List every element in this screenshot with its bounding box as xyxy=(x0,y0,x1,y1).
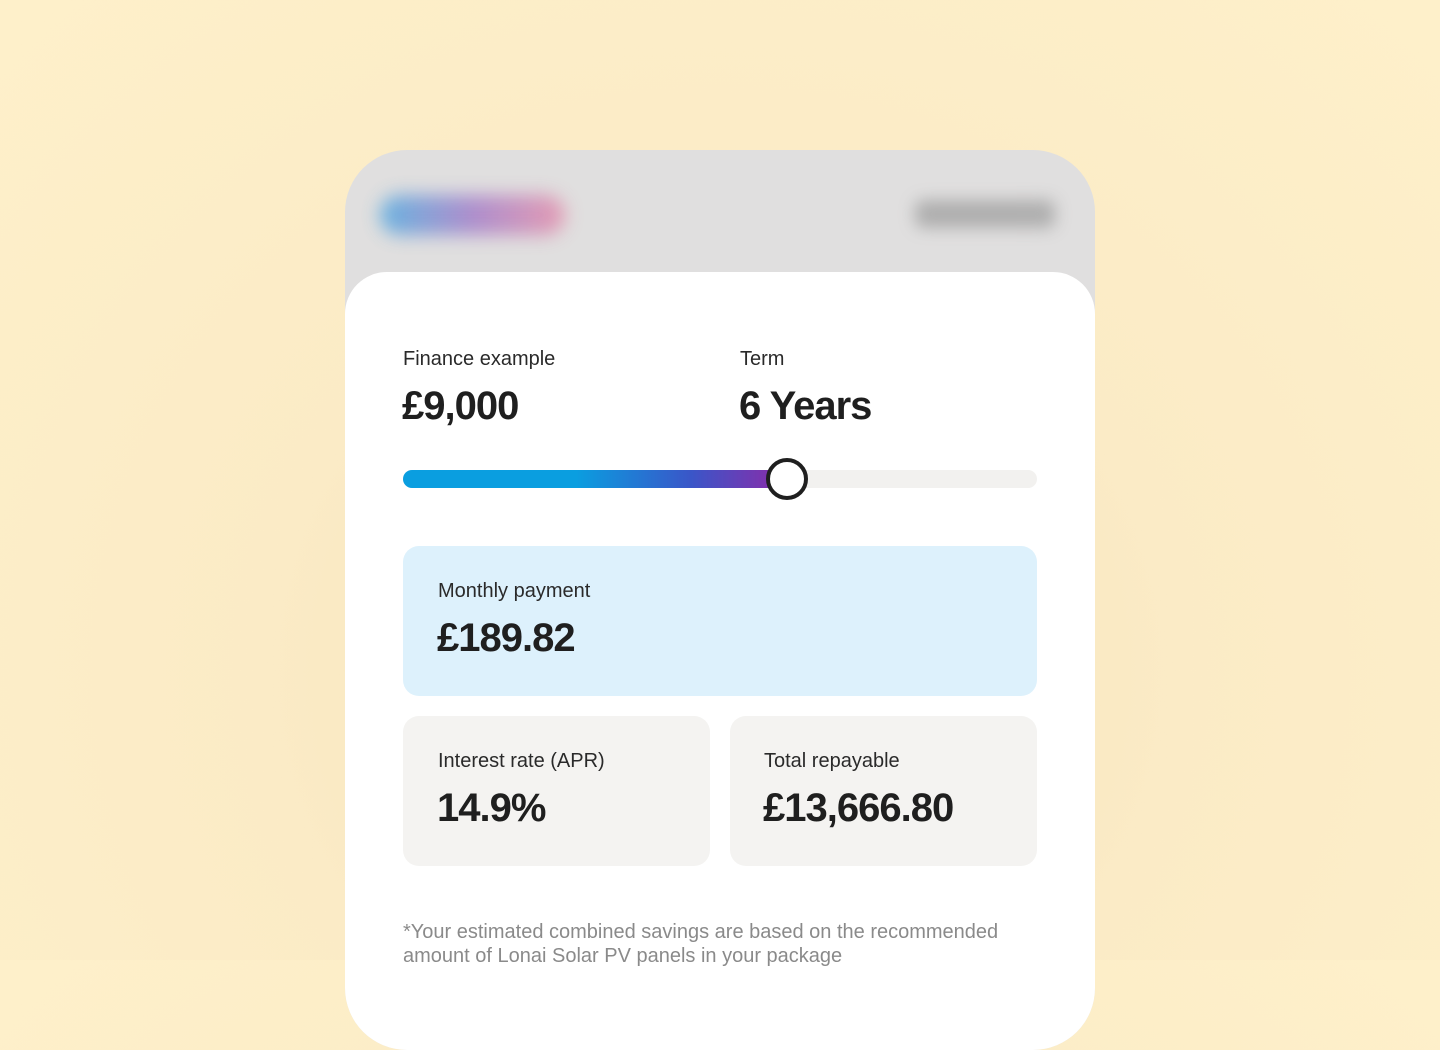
interest-label: Interest rate (APR) xyxy=(438,750,605,772)
term-value: 6 Years xyxy=(739,384,872,428)
monthly-value: £189.82 xyxy=(437,616,576,660)
interest-box: Interest rate (APR) 14.9% xyxy=(403,716,710,866)
slider-track[interactable] xyxy=(403,470,1037,488)
total-value: £13,666.80 xyxy=(763,786,954,830)
interest-value: 14.9% xyxy=(437,786,546,830)
total-box: Total repayable £13,666.80 xyxy=(730,716,1037,866)
finance-value: £9,000 xyxy=(402,384,519,428)
logo xyxy=(380,195,565,235)
slider-fill xyxy=(403,470,787,488)
slider-knob[interactable] xyxy=(766,458,808,500)
footnote: *Your estimated combined savings are bas… xyxy=(403,921,999,967)
phone-frame: Finance example £9,000 Term 6 Years Mont… xyxy=(345,150,1095,1050)
monthly-label: Monthly payment xyxy=(438,580,591,602)
finance-card: Finance example £9,000 Term 6 Years Mont… xyxy=(345,272,1095,1050)
monthly-box: Monthly payment £189.82 xyxy=(403,546,1037,696)
header-button[interactable] xyxy=(915,200,1055,228)
term-label: Term xyxy=(740,348,785,370)
finance-label: Finance example xyxy=(403,348,556,370)
total-label: Total repayable xyxy=(764,750,900,772)
